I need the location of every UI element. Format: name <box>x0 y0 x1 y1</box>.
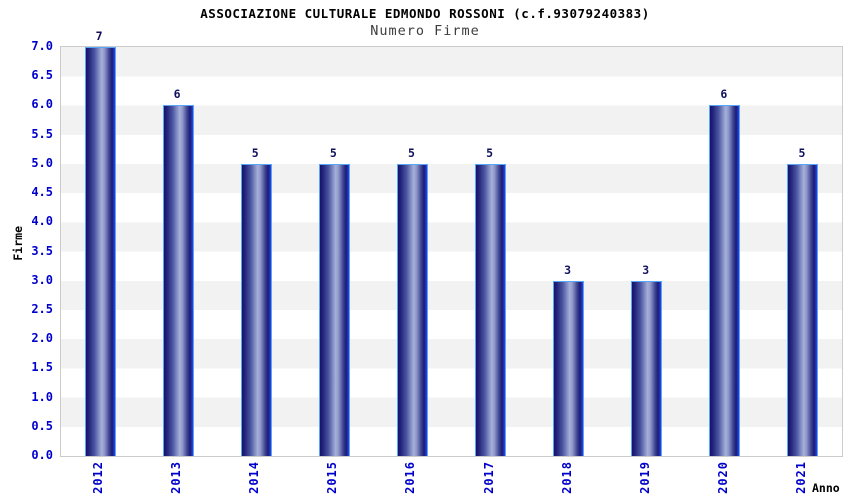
y-tick-label: 0.0 <box>31 448 53 462</box>
x-tick-label: 2017 <box>481 461 496 494</box>
bar-value-label: 5 <box>798 145 806 160</box>
bar-2016 <box>396 163 428 456</box>
y-tick-label: 5.0 <box>31 155 53 170</box>
y-tick-label: 0.5 <box>31 418 53 433</box>
y-tick-label: 5.5 <box>31 126 53 141</box>
x-tick-label: 2016 <box>403 461 418 494</box>
x-tick-label: 2012 <box>91 461 106 494</box>
bar-2014 <box>240 163 272 456</box>
x-tick-label: 2021 <box>793 461 808 494</box>
x-tick-label: 2019 <box>637 461 652 494</box>
y-tick-label: 4.5 <box>31 185 53 200</box>
bar-2021 <box>787 163 819 456</box>
x-tick-label: 2018 <box>559 461 574 494</box>
bar-value-label: 6 <box>173 87 181 102</box>
x-axis-label: Anno <box>812 481 840 495</box>
y-tick-label: 2.0 <box>31 331 53 346</box>
bar-2019 <box>631 280 663 456</box>
bar-2012 <box>84 47 116 456</box>
x-tick-label: 2020 <box>715 461 730 494</box>
bar-value-label: 5 <box>407 145 415 160</box>
plot-area <box>60 46 843 457</box>
bar-2018 <box>553 280 585 456</box>
y-tick-label: 2.5 <box>31 301 53 316</box>
bar-value-label: 3 <box>564 262 572 277</box>
x-tick-label: 2014 <box>247 461 262 494</box>
bar-value-label: 3 <box>642 262 650 277</box>
y-tick-label: 1.5 <box>31 360 53 375</box>
y-tick-label: 4.0 <box>31 214 53 229</box>
bar-value-label: 7 <box>95 29 103 43</box>
y-tick-label: 7.0 <box>31 39 53 53</box>
bar-2013 <box>162 105 194 456</box>
bar-value-label: 6 <box>720 87 728 102</box>
bar-value-label: 5 <box>329 145 337 160</box>
bar-2015 <box>318 163 350 456</box>
y-tick-label: 3.0 <box>31 272 53 287</box>
y-tick-label: 1.0 <box>31 389 53 404</box>
bar-2020 <box>709 105 741 456</box>
bar-2017 <box>475 163 507 456</box>
x-tick-label: 2013 <box>169 461 184 494</box>
bar-value-label: 5 <box>251 145 259 160</box>
y-tick-label: 3.5 <box>31 243 53 258</box>
y-tick-label: 6.5 <box>31 68 53 83</box>
chart-title: ASSOCIAZIONE CULTURALE EDMONDO ROSSONI (… <box>200 6 650 21</box>
x-tick-label: 2015 <box>325 461 340 494</box>
y-tick-label: 6.0 <box>31 97 53 112</box>
chart-subtitle: Numero Firme <box>370 23 480 39</box>
bar-value-label: 5 <box>486 145 494 160</box>
